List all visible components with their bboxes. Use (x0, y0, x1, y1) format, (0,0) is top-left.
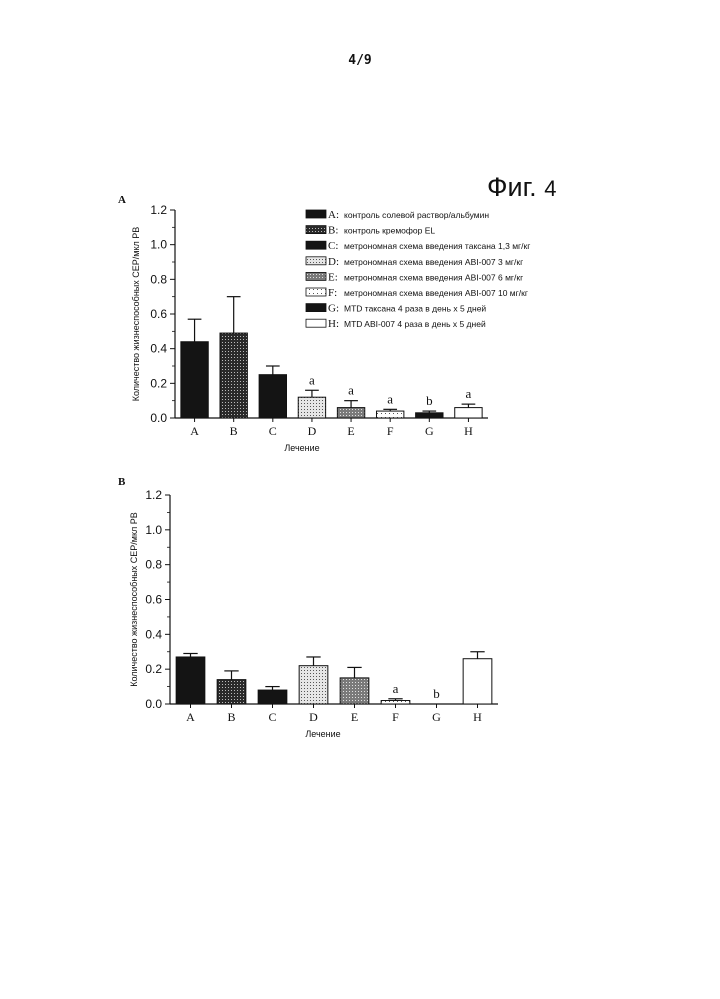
legend-letter: A: (328, 209, 339, 221)
x-tick-label: G (432, 710, 441, 724)
y-tick-label: 0.4 (145, 627, 162, 641)
x-tick-label: B (230, 424, 238, 438)
y-tick-label: 0.0 (145, 697, 162, 711)
legend-swatch-b (306, 226, 326, 234)
y-tick-label: 0.6 (150, 307, 167, 321)
legend-swatch-h (306, 319, 326, 327)
x-tick-label: H (464, 424, 473, 438)
x-tick-label: E (351, 710, 358, 724)
x-tick-label: F (392, 710, 399, 724)
bar-b (220, 333, 247, 418)
x-tick-label: C (269, 424, 277, 438)
x-tick-label: A (186, 710, 195, 724)
legend-swatch-g (306, 304, 326, 312)
legend-label: контроль кремофор EL (344, 226, 435, 236)
y-axis-label: Количество жизнеспособных CEP/мкл PB (131, 227, 141, 402)
bar-c (259, 375, 286, 418)
y-tick-label: 1.0 (150, 238, 167, 252)
significance-label: b (433, 686, 440, 701)
x-tick-label: E (347, 424, 354, 438)
y-tick-label: 1.0 (145, 523, 162, 537)
x-tick-label: D (308, 424, 317, 438)
legend-letter: C: (328, 240, 338, 252)
x-tick-label: B (227, 710, 235, 724)
x-axis-label: Лечение (284, 443, 319, 453)
bar-d (299, 666, 328, 704)
y-axis-label: Количество жизнеспособных CEP/мкл PB (129, 512, 139, 687)
legend-label: MTD ABI-007 4 раза в день x 5 дней (344, 319, 486, 329)
legend-label: метрономная схема введения таксана 1,3 м… (344, 241, 530, 251)
bar-d (298, 397, 325, 418)
legend-letter: B: (328, 225, 338, 237)
legend: A: контроль солевой раствор/альбумин B: кон… (306, 209, 530, 330)
legend-swatch-d (306, 257, 326, 265)
legend-label: контроль солевой раствор/альбумин (344, 210, 489, 220)
bar-b (217, 680, 246, 704)
y-tick-label: 0.2 (150, 376, 167, 390)
bar-h (463, 659, 492, 704)
legend-swatch-c (306, 241, 326, 249)
x-tick-label: D (309, 710, 318, 724)
legend-label: метрономная схема введения ABI-007 3 мг/… (344, 257, 523, 267)
bar-g (416, 413, 443, 418)
bar-f (381, 701, 410, 704)
y-tick-label: 0.6 (145, 593, 162, 607)
x-tick-label: H (473, 710, 482, 724)
x-axis-label: Лечение (305, 729, 340, 739)
significance-label: a (309, 372, 315, 387)
legend-label: метрономная схема введения ABI-007 6 мг/… (344, 272, 523, 282)
legend-label: метрономная схема введения ABI-007 10 мг… (344, 288, 528, 298)
bar-e (340, 678, 369, 704)
y-tick-label: 0.2 (145, 662, 162, 676)
chart-panel-b: 0.0 0.2 0.4 0.6 0.8 1.0 1.2 Количество жизнеспо… (129, 488, 498, 739)
x-tick-label: G (425, 424, 434, 438)
legend-swatch-e (306, 272, 326, 280)
significance-label: a (393, 681, 399, 696)
y-tick-label: 0.8 (145, 558, 162, 572)
x-tick-label: A (190, 424, 199, 438)
significance-label: a (348, 383, 354, 398)
significance-label: a (387, 391, 393, 406)
legend-letter: H: (328, 318, 339, 330)
legend-letter: E: (328, 271, 338, 283)
legend-letter: G: (328, 303, 339, 315)
bar-h (455, 408, 482, 418)
legend-swatch-a (306, 210, 326, 218)
legend-label: MTD таксана 4 раза в день x 5 дней (344, 304, 486, 314)
y-tick-label: 0.0 (150, 411, 167, 425)
x-tick-label: C (268, 710, 276, 724)
legend-letter: F: (328, 287, 337, 299)
bar-a (176, 657, 205, 704)
y-tick-label: 0.4 (150, 342, 167, 356)
y-tick-label: 1.2 (150, 203, 167, 217)
y-tick-label: 1.2 (145, 488, 162, 502)
bar-a (181, 342, 208, 418)
legend-swatch-f (306, 288, 326, 296)
bar-e (337, 408, 364, 418)
significance-label: a (466, 386, 472, 401)
bar-c (258, 690, 287, 704)
x-tick-label: F (387, 424, 394, 438)
bar-f (376, 411, 403, 418)
legend-letter: D: (328, 256, 339, 268)
y-tick-label: 0.8 (150, 272, 167, 286)
significance-label: b (426, 393, 433, 408)
